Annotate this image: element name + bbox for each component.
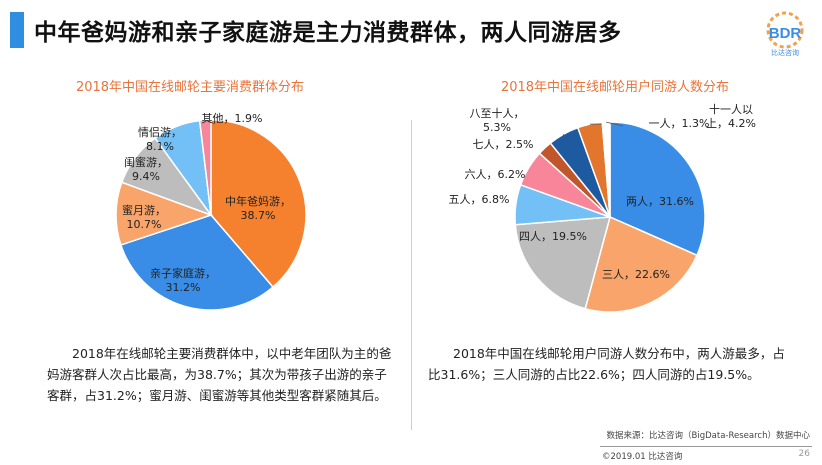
pie1-label-3: 五人，6.8% [449,193,510,206]
pie0-label-4: 情侣游， 8.1% [138,125,182,153]
pie0-label-1: 亲子家庭游， 31.2% [150,266,216,294]
pie1-label-4: 六人，6.2% [465,168,526,181]
page-title: 中年爸妈游和亲子家庭游是主力消费群体，两人同游居多 [34,20,622,46]
right-chart-title: 2018年中国在线邮轮用户同游人数分布 [500,80,730,95]
page-number: 26 [798,449,810,459]
pie0-label-2: 蜜月游， 10.7% [122,203,166,231]
logo-text: BDR [769,25,802,42]
pie0-slice-0 [210,119,307,289]
pie1-label-1: 三人，22.6% [602,268,670,281]
footer-divider [600,446,812,447]
pie0-leader-5 [205,119,216,125]
pie1-slice-0 [609,121,706,257]
pie1-slice-2 [514,216,612,310]
pie0-label-5: 其他，1.9% [202,112,263,125]
left-chart-title: 2018年中国在线邮轮主要消费群体分布 [75,80,305,95]
pie1-label-2: 四人，19.5% [519,230,587,243]
data-source: 数据来源：比达咨询（BigData-Research）数据中心 [606,431,810,441]
chart-divider [411,120,412,430]
right-description: 2018年中国在线邮轮用户同游人数分布中，两人游最多，占比31.6%；三人同游的… [428,346,785,382]
left-description: 2018年在线邮轮主要消费群体中，以中老年团队为主的爸妈游客群人次占比最高，为3… [47,346,392,403]
pie0-label-0: 中年爸妈游， 38.7% [225,194,291,222]
pie1-leader-8 [606,121,624,127]
logo-subtext: 比达咨询 [771,48,799,57]
pie1-label-7: 十一人以上，4.2% [706,102,756,130]
pie1-label-0: 两人，31.6% [626,195,694,208]
pie1-label-8: 一人，1.3% [649,117,710,130]
copyright: ©2019.01 比达咨询 [602,452,683,462]
bdr-logo: BDR 比达咨询 [766,11,804,57]
pie1-label-6: 八至十人， 5.3% [470,106,525,134]
pie0-slice-1 [119,214,274,311]
pie0-label-3: 闺蜜游， 9.4% [124,155,168,183]
pie1-slice-1 [584,215,698,313]
pie1-label-5: 七人，2.5% [473,138,534,151]
title-accent-bar [10,12,24,48]
